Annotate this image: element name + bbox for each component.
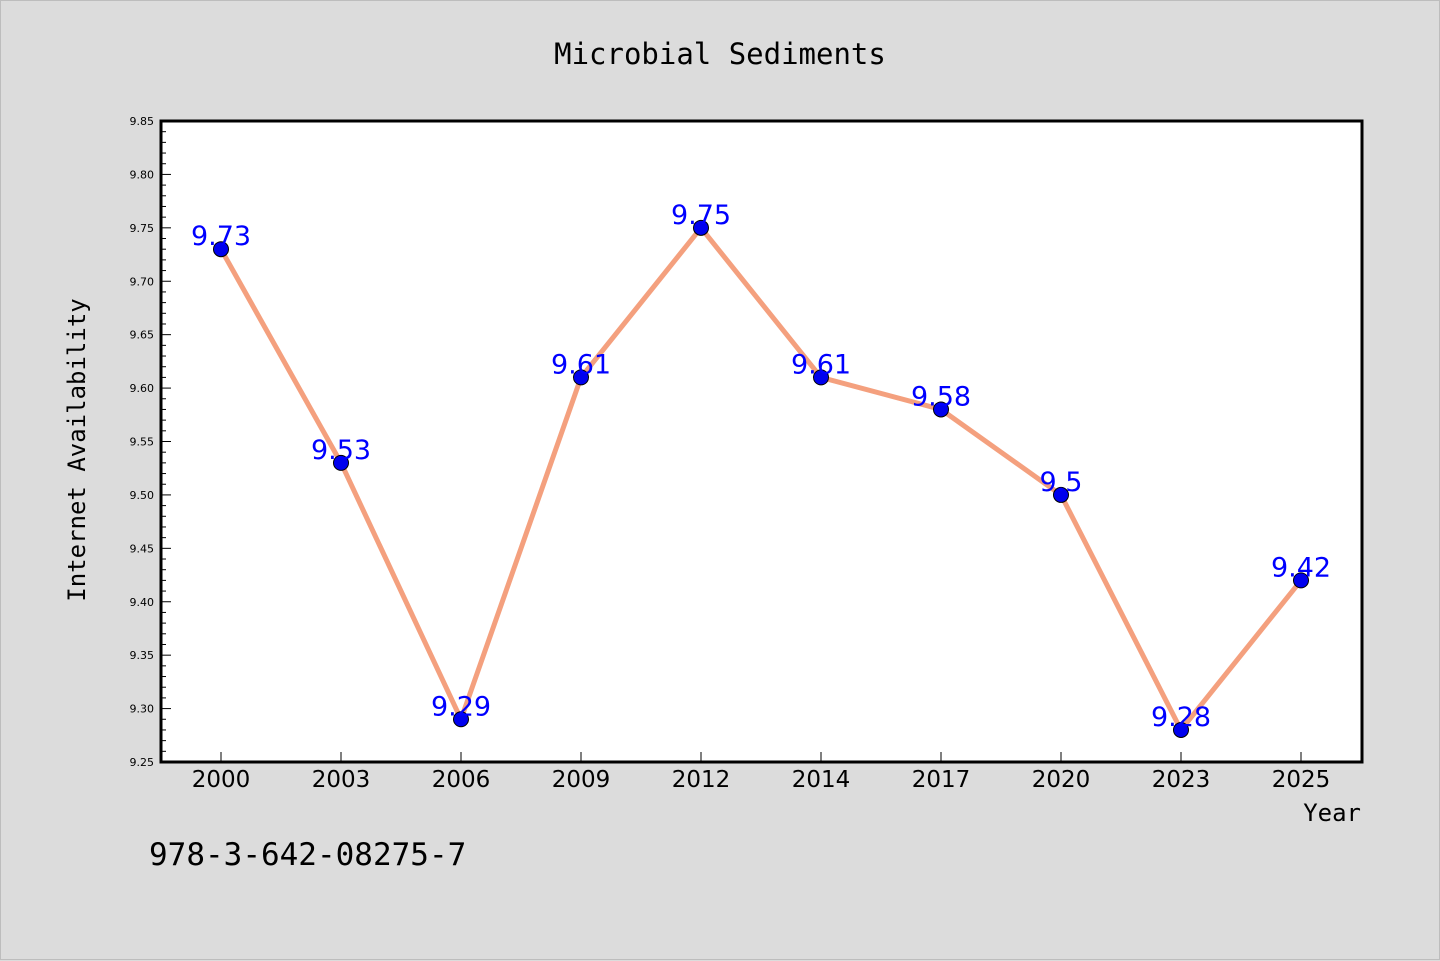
y-tick-label: 9.40 xyxy=(130,596,155,609)
data-label: 9.28 xyxy=(1151,702,1211,733)
x-tick-label: 2003 xyxy=(312,767,371,793)
data-label: 9.53 xyxy=(311,435,371,466)
y-tick-label: 9.85 xyxy=(130,115,155,128)
x-tick-label: 2020 xyxy=(1032,767,1091,793)
y-tick-label: 9.50 xyxy=(130,489,155,502)
x-tick-label: 2012 xyxy=(672,767,731,793)
data-label: 9.42 xyxy=(1271,552,1331,583)
y-axis: 9.25 9.30 9.35 9.40 9.45 9.50 9.55 9.60 9.65 9.70… xyxy=(130,115,171,769)
y-tick-label: 9.65 xyxy=(130,329,155,342)
x-tick-label: 2025 xyxy=(1272,767,1331,793)
y-axis-title: Internet Availability xyxy=(63,298,91,601)
y-tick-label: 9.45 xyxy=(130,542,155,555)
x-tick-label: 2006 xyxy=(432,767,491,793)
y-tick-label: 9.75 xyxy=(130,222,155,235)
y-tick-label: 9.35 xyxy=(130,649,155,662)
data-label: 9.29 xyxy=(431,691,491,722)
plot-area xyxy=(159,119,1364,764)
footer-isbn: 978-3-642-08275-7 xyxy=(149,837,466,873)
data-point xyxy=(1053,486,1069,503)
x-tick-label: 2017 xyxy=(912,767,971,793)
data-labels: 9.73 9.53 9.29 9.61 9.75 9.61 9.58 9.5 9.28 9.42 xyxy=(191,200,1331,733)
data-label: 9.73 xyxy=(191,221,251,252)
data-markers xyxy=(213,219,1309,738)
data-point xyxy=(693,219,709,236)
x-tick-label: 2009 xyxy=(552,767,611,793)
y-tick-label: 9.30 xyxy=(130,703,155,716)
y-tick-label: 9.25 xyxy=(130,756,155,769)
data-point xyxy=(453,711,469,728)
x-axis: 2000 2003 2006 2009 2012 2014 2017 2020 2023 2025 xyxy=(192,752,1331,793)
data-label: 9.61 xyxy=(791,349,851,380)
data-point xyxy=(1173,721,1189,738)
y-tick-label: 9.80 xyxy=(130,168,155,181)
data-point xyxy=(813,369,829,386)
data-label: 9.5 xyxy=(1040,467,1083,498)
x-tick-label: 2000 xyxy=(192,767,251,793)
data-label: 9.75 xyxy=(671,200,731,231)
x-axis-title: Year xyxy=(1303,799,1361,827)
data-point xyxy=(213,241,229,258)
data-point xyxy=(933,401,949,418)
x-tick-label: 2023 xyxy=(1152,767,1211,793)
data-label: 9.58 xyxy=(911,381,971,412)
data-point xyxy=(1293,572,1309,589)
y-tick-label: 9.60 xyxy=(130,382,155,395)
y-tick-label: 9.70 xyxy=(130,275,155,288)
data-label: 9.61 xyxy=(551,349,611,380)
data-point xyxy=(573,369,589,386)
y-tick-label: 9.55 xyxy=(130,436,155,449)
chart-title: Microbial Sediments xyxy=(554,37,886,71)
data-point xyxy=(333,454,349,471)
series-line xyxy=(218,225,1303,733)
x-tick-label: 2014 xyxy=(792,767,851,793)
